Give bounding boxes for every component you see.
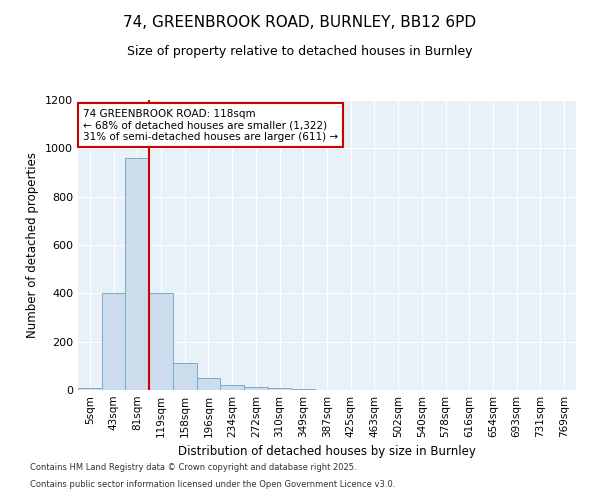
- Bar: [220, 384, 244, 390]
- Text: Contains public sector information licensed under the Open Government Licence v3: Contains public sector information licen…: [30, 480, 395, 489]
- Text: Contains HM Land Registry data © Crown copyright and database right 2025.: Contains HM Land Registry data © Crown c…: [30, 464, 356, 472]
- Text: 74, GREENBROOK ROAD, BURNLEY, BB12 6PD: 74, GREENBROOK ROAD, BURNLEY, BB12 6PD: [124, 15, 476, 30]
- Bar: [102, 294, 125, 390]
- Bar: [173, 364, 197, 390]
- Y-axis label: Number of detached properties: Number of detached properties: [26, 152, 40, 338]
- Bar: [292, 389, 315, 390]
- Bar: [78, 388, 102, 390]
- Text: Size of property relative to detached houses in Burnley: Size of property relative to detached ho…: [127, 45, 473, 58]
- Bar: [244, 387, 268, 390]
- Text: 74 GREENBROOK ROAD: 118sqm
← 68% of detached houses are smaller (1,322)
31% of s: 74 GREENBROOK ROAD: 118sqm ← 68% of deta…: [83, 108, 338, 142]
- Bar: [125, 158, 149, 390]
- Bar: [149, 294, 173, 390]
- Bar: [197, 378, 220, 390]
- X-axis label: Distribution of detached houses by size in Burnley: Distribution of detached houses by size …: [178, 446, 476, 458]
- Bar: [268, 388, 292, 390]
